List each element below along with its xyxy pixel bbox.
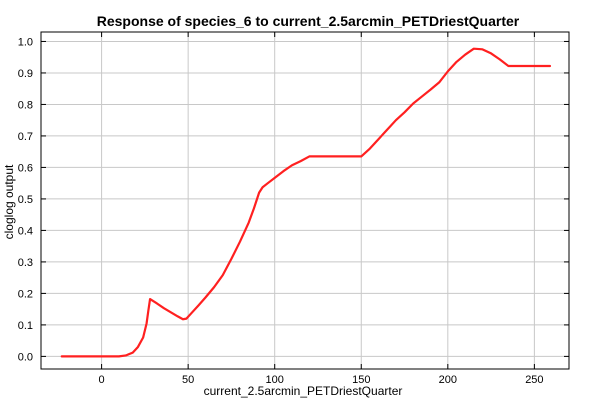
x-tick-label: 100 [266,374,284,386]
x-axis-label: current_2.5arcmin_PETDriestQuarter [204,384,403,398]
y-tick-label: 0.7 [18,131,33,143]
axis-ticks [41,32,569,369]
y-tick-label: 0.4 [18,225,33,237]
y-tick-label: 0.6 [18,162,33,174]
y-tick-label: 0.5 [18,194,33,206]
x-tick-labels: 0 50 100 150 200 250 [99,374,544,386]
y-tick-label: 0.0 [18,351,33,363]
x-tick-label: 0 [99,374,105,386]
y-tick-label: 0.3 [18,257,33,269]
y-tick-label: 0.1 [18,320,33,332]
y-tick-label: 1.0 [18,36,33,48]
x-tick-label: 50 [182,374,194,386]
y-tick-label: 0.9 [18,68,33,80]
x-tick-label: 200 [439,374,457,386]
x-tick-label: 250 [525,374,543,386]
y-tick-label: 0.8 [18,99,33,111]
series-line [60,47,552,358]
y-tick-labels: 0.0 0.1 0.2 0.3 0.4 0.5 0.6 0.7 0.8 0.9 1.0 [18,36,33,363]
plot-frame [40,31,570,370]
y-tick-label: 0.2 [18,288,33,300]
chart-title: Response of species_6 to current_2.5arcm… [97,13,520,29]
grid-lines [41,32,569,369]
x-tick-label: 150 [352,374,370,386]
y-axis-label: cloglog output [2,164,16,239]
